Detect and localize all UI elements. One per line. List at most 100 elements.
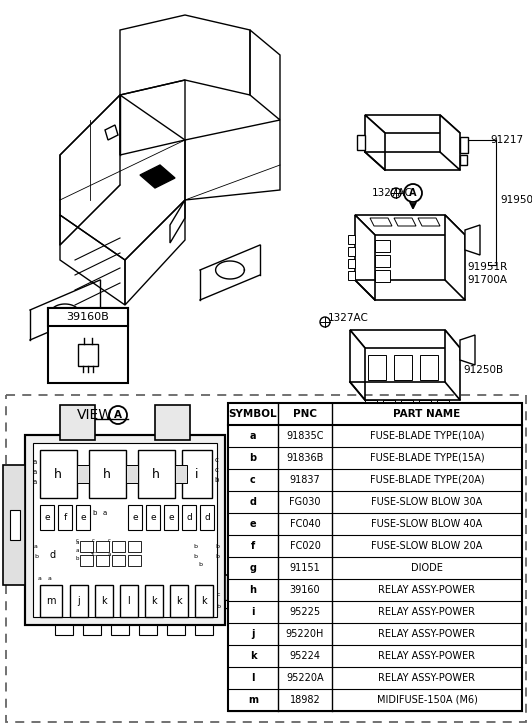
Bar — [3, 465, 25, 585]
Text: b: b — [193, 545, 197, 550]
Circle shape — [156, 538, 190, 572]
Bar — [33, 443, 217, 617]
Text: 91835C: 91835C — [286, 431, 324, 441]
Text: c: c — [216, 593, 220, 598]
Text: a: a — [34, 545, 38, 550]
Text: RELAY ASSY-POWER: RELAY ASSY-POWER — [378, 673, 476, 683]
Text: b: b — [216, 604, 220, 609]
Bar — [78, 344, 98, 366]
Bar — [48, 308, 128, 383]
Bar — [60, 405, 95, 440]
Bar — [80, 555, 93, 566]
Circle shape — [36, 538, 70, 572]
Text: a: a — [33, 469, 37, 475]
Text: 91700A: 91700A — [467, 275, 507, 285]
Bar — [139, 625, 157, 635]
Polygon shape — [355, 215, 375, 300]
Bar — [40, 585, 62, 617]
Text: 3C: 3C — [89, 553, 97, 558]
Text: j: j — [78, 596, 80, 606]
Text: RELAY ASSY-POWER: RELAY ASSY-POWER — [378, 607, 476, 617]
Text: l: l — [128, 596, 130, 606]
Text: RELAY ASSY-POWER: RELAY ASSY-POWER — [378, 585, 476, 595]
Text: i: i — [195, 467, 199, 481]
Text: b: b — [215, 477, 219, 483]
Text: c: c — [215, 467, 219, 473]
Bar — [365, 400, 377, 408]
Bar — [6, 395, 526, 722]
Bar — [437, 400, 449, 408]
Bar — [58, 505, 72, 530]
Text: 1327AC: 1327AC — [328, 313, 369, 323]
Polygon shape — [445, 215, 465, 300]
Bar — [195, 625, 213, 635]
Text: b: b — [215, 555, 219, 560]
Text: FUSE-BLADE TYPE(10A): FUSE-BLADE TYPE(10A) — [370, 431, 484, 441]
Text: PNC: PNC — [293, 409, 317, 419]
Bar — [48, 308, 128, 326]
Bar — [70, 585, 88, 617]
Bar — [40, 450, 77, 498]
Bar — [112, 555, 125, 566]
Bar — [368, 355, 386, 380]
Text: 91250B: 91250B — [463, 365, 503, 375]
Text: b: b — [75, 556, 79, 561]
Text: 95225: 95225 — [289, 607, 321, 617]
Text: j: j — [251, 629, 255, 639]
Text: l: l — [251, 673, 255, 683]
Bar — [394, 355, 412, 380]
Polygon shape — [465, 225, 480, 255]
Bar — [40, 505, 54, 530]
Bar — [155, 405, 190, 440]
Text: a: a — [38, 577, 42, 582]
Text: m: m — [248, 695, 258, 705]
Bar — [228, 403, 522, 711]
Text: b: b — [193, 555, 197, 560]
Text: 39160: 39160 — [290, 585, 320, 595]
Text: c: c — [92, 539, 95, 544]
Bar — [225, 600, 233, 608]
Polygon shape — [365, 115, 385, 170]
Text: h: h — [250, 585, 256, 595]
Bar — [375, 255, 390, 267]
Bar — [77, 465, 89, 483]
Text: FUSE-SLOW BLOW 30A: FUSE-SLOW BLOW 30A — [371, 497, 483, 507]
Bar — [167, 625, 185, 635]
Text: FUSE-BLADE TYPE(15A): FUSE-BLADE TYPE(15A) — [370, 453, 484, 463]
Polygon shape — [350, 330, 365, 400]
Bar — [419, 400, 431, 408]
Text: c: c — [250, 475, 256, 485]
Text: 91951R: 91951R — [467, 262, 507, 272]
Text: k: k — [176, 596, 182, 606]
Text: b: b — [93, 510, 97, 516]
Text: e: e — [250, 519, 256, 529]
Bar — [96, 555, 109, 566]
Text: k: k — [151, 596, 157, 606]
Text: a: a — [103, 510, 107, 516]
Text: h: h — [103, 467, 111, 481]
Text: h: h — [54, 467, 62, 481]
Bar — [375, 240, 390, 252]
Bar — [401, 400, 413, 408]
Text: 91837: 91837 — [289, 475, 320, 485]
Bar — [420, 355, 438, 380]
Polygon shape — [460, 137, 468, 153]
Bar — [348, 235, 355, 244]
Bar — [348, 271, 355, 280]
Bar — [225, 600, 233, 608]
Polygon shape — [365, 115, 460, 133]
Bar — [138, 450, 175, 498]
Bar — [55, 625, 73, 635]
Polygon shape — [460, 335, 475, 365]
Text: e: e — [150, 513, 156, 521]
Text: a: a — [33, 459, 37, 465]
Text: PART NAME: PART NAME — [393, 409, 461, 419]
Bar — [10, 510, 20, 540]
Polygon shape — [357, 135, 365, 150]
Bar — [383, 400, 395, 408]
Circle shape — [164, 410, 180, 426]
Bar — [128, 541, 141, 552]
Bar — [182, 505, 196, 530]
Text: k: k — [201, 596, 207, 606]
Text: d: d — [250, 497, 256, 507]
